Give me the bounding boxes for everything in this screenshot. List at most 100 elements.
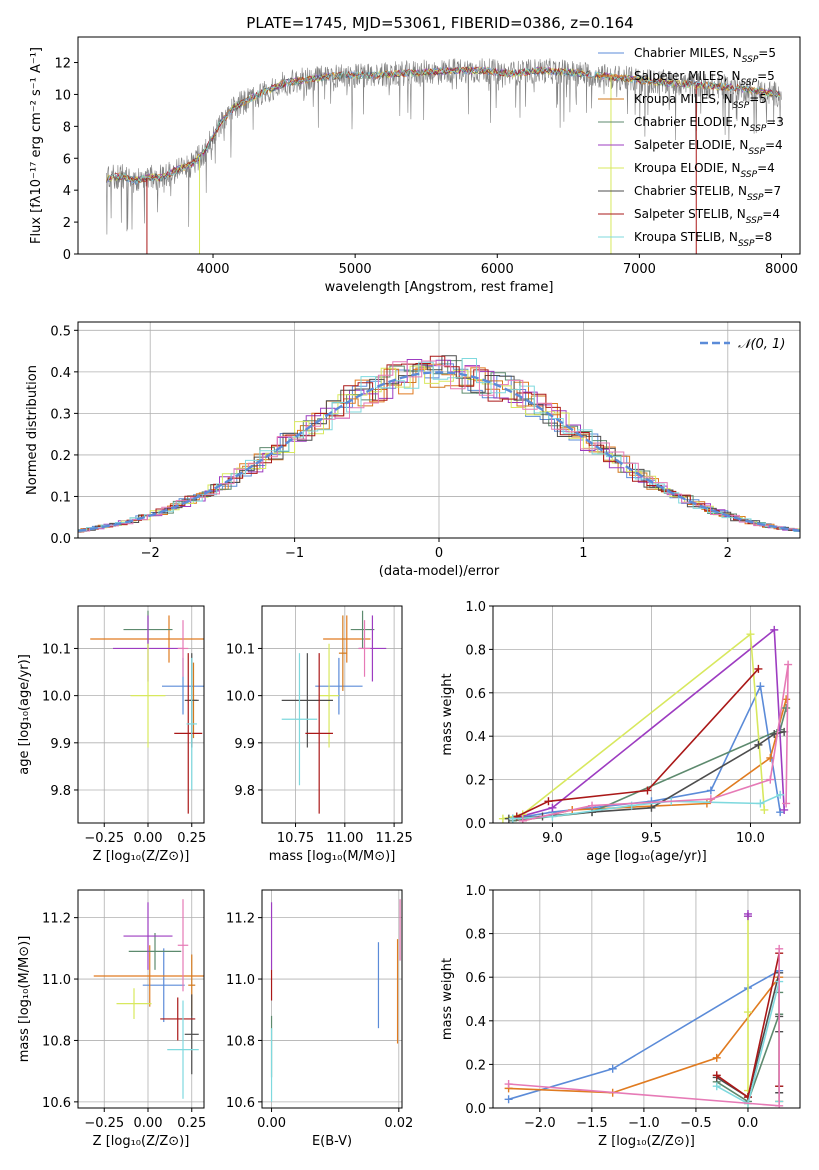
y-tick-label: 11.2 <box>226 912 255 927</box>
x-tick-label: 0 <box>435 546 443 561</box>
y-tick-label: 0.4 <box>50 366 71 381</box>
y-axis-label: age [log₁₀(age/yr)] <box>17 654 32 775</box>
y-tick-label: 0.8 <box>465 643 486 658</box>
model-spectrum <box>106 67 781 184</box>
weight-marker <box>643 786 652 795</box>
weight-marker <box>780 805 789 814</box>
y-tick-label: 10.0 <box>226 690 255 705</box>
y-tick-label: 0.0 <box>465 1102 486 1117</box>
errorbar-group <box>93 899 204 1099</box>
weight-marker <box>754 664 763 673</box>
x-tick-label: −2 <box>141 546 160 561</box>
y-tick-label: 10.1 <box>42 642 71 657</box>
axes-frame <box>492 605 801 824</box>
y-axis-label: Flux [fλ10⁻¹⁷ erg cm⁻² s⁻¹ A⁻¹] <box>29 47 44 244</box>
x-axis-label: Z [log₁₀(Z/Z⊙)] <box>93 849 190 864</box>
normal-reference-curve <box>78 371 800 532</box>
weight-marker <box>518 816 527 823</box>
x-tick-label: 5000 <box>339 262 372 277</box>
y-tick-label: 10.6 <box>226 1096 255 1111</box>
weight-marker <box>754 740 763 749</box>
x-tick-label: 11.00 <box>326 831 363 846</box>
weight-group <box>504 909 784 1108</box>
weight-marker <box>608 1064 617 1073</box>
weight-marker <box>775 944 784 953</box>
x-tick-label: 4000 <box>196 262 229 277</box>
x-axis-label: E(B-V) <box>312 1134 352 1149</box>
y-tick-label: 0.6 <box>465 687 486 702</box>
weight-marker <box>706 786 715 795</box>
residual-histogram <box>78 360 800 532</box>
y-axis-label: mass weight <box>440 673 455 755</box>
y-tick-label: 10.8 <box>42 1034 71 1049</box>
x-axis-label: age [log₁₀(age/yr)] <box>586 849 707 864</box>
y-tick-label: 9.9 <box>234 737 255 752</box>
weight-line <box>512 794 781 820</box>
y-axis-label: mass weight <box>440 958 455 1040</box>
weight-marker <box>776 790 785 799</box>
spectrum-group <box>106 58 782 254</box>
errorbar-group <box>90 610 204 814</box>
axes-frame <box>77 321 801 539</box>
weight-marker <box>504 1080 513 1089</box>
x-tick-label: 0.00 <box>134 1116 163 1131</box>
axes-frame <box>77 889 205 1109</box>
legend-entry: Kroupa ELODIE, NSSP=4 <box>634 161 775 180</box>
y-tick-label: 10 <box>54 88 71 103</box>
y-tick-label: 0.2 <box>465 1058 486 1073</box>
x-tick-label: 0.00 <box>257 1116 286 1131</box>
spectrum-title: PLATE=1745, MJD=53061, FIBERID=0386, z=0… <box>246 14 633 32</box>
weight-marker <box>712 1053 721 1062</box>
legend-entry: Chabrier STELIB, NSSP=7 <box>634 184 781 203</box>
x-tick-label: 9.5 <box>641 831 662 846</box>
y-tick-label: 0.3 <box>50 407 71 422</box>
y-tick-label: 0 <box>63 248 71 263</box>
legend-entry: 𝒩(0, 1) <box>738 337 785 352</box>
x-tick-label: 7000 <box>623 262 656 277</box>
y-tick-label: 11.2 <box>42 912 71 927</box>
weight-marker <box>784 660 793 669</box>
x-tick-label: 0.02 <box>384 1116 413 1131</box>
axes-frame <box>492 889 801 1109</box>
x-tick-label: −0.25 <box>84 831 124 846</box>
y-tick-label: 8 <box>63 120 71 135</box>
y-tick-label: 10.6 <box>42 1096 71 1111</box>
y-tick-label: 9.8 <box>234 784 255 799</box>
model-spectrum <box>106 66 781 184</box>
errorbar-group <box>270 899 401 1102</box>
weight-marker <box>504 1095 513 1104</box>
y-tick-label: 0.2 <box>465 774 486 789</box>
weight-marker <box>702 799 711 808</box>
y-tick-label: 0.4 <box>465 730 486 745</box>
weight-marker <box>782 703 791 712</box>
weight-marker <box>588 801 597 810</box>
weight-marker <box>712 1082 721 1091</box>
x-tick-label: −0.25 <box>84 1116 124 1131</box>
x-tick-label: −1 <box>285 546 304 561</box>
y-tick-label: 6 <box>63 152 71 167</box>
x-axis-label: (data-model)/error <box>379 564 500 579</box>
x-tick-label: −2.0 <box>524 1116 556 1131</box>
y-tick-label: 11.0 <box>42 973 71 988</box>
axes-frame <box>261 889 403 1109</box>
axes-frame <box>77 36 801 255</box>
x-tick-label: 0.0 <box>738 1116 759 1131</box>
x-tick-label: 10.0 <box>736 831 765 846</box>
weight-marker <box>756 682 765 691</box>
y-axis-label: mass [log₁₀(M/M⊙)] <box>17 936 32 1063</box>
x-tick-label: 8000 <box>765 262 798 277</box>
y-tick-label: 0.4 <box>465 1015 486 1030</box>
y-tick-label: 0.8 <box>465 928 486 943</box>
y-axis-label: Normed distribution <box>25 365 40 495</box>
axes-frame <box>77 605 205 824</box>
residual-histogram <box>78 365 800 533</box>
y-tick-label: 0.6 <box>465 971 486 986</box>
weight-marker <box>508 814 517 823</box>
x-axis-label: Z [log₁₀(Z/Z⊙)] <box>93 1134 190 1149</box>
x-tick-label: 0.00 <box>134 831 163 846</box>
errorbar-group <box>281 610 387 814</box>
y-tick-label: 0.5 <box>50 324 71 339</box>
y-tick-label: 0.2 <box>50 449 71 464</box>
weight-marker <box>743 1008 752 1017</box>
